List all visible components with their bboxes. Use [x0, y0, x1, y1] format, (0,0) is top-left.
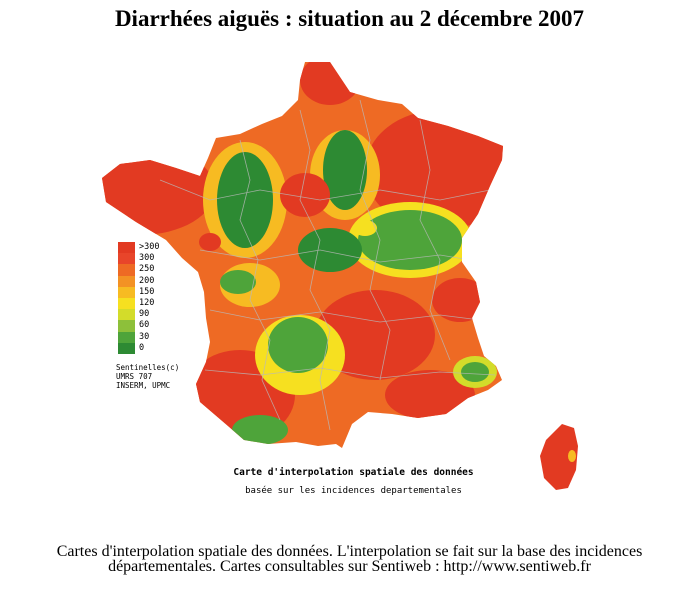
- legend-row: 150: [118, 286, 159, 298]
- legend-label: 30: [139, 331, 150, 342]
- legend-swatch: [118, 242, 135, 254]
- legend-swatch: [118, 264, 135, 276]
- footer-text: Cartes d'interpolation spatiale des donn…: [0, 543, 699, 575]
- legend-swatch: [118, 331, 135, 343]
- map-caption-subtitle: basée sur les incidences departementales: [245, 486, 462, 496]
- legend-swatch: [118, 253, 135, 265]
- legend-swatch: [118, 297, 135, 310]
- footer-line: Cartes d'interpolation spatiale des donn…: [56, 543, 643, 560]
- legend-row: 120: [118, 297, 159, 310]
- legend-label: >300: [139, 242, 160, 253]
- legend-row: 300: [118, 253, 159, 265]
- page-title: Diarrhées aiguës : situation au 2 décemb…: [114, 6, 585, 31]
- legend-row: >300: [118, 242, 160, 254]
- legend-row: 0: [118, 342, 159, 354]
- legend-row: 90: [118, 309, 159, 321]
- legend: >300 300 250 200 150 120 90 60 30 0: [118, 242, 159, 354]
- legend-swatch: [118, 286, 135, 298]
- credit-line: INSERM, UPMC: [116, 381, 171, 390]
- footer-line: départementales. Cartes consultables sur…: [108, 558, 591, 575]
- legend-label: 0: [139, 342, 145, 353]
- legend-label: 200: [139, 275, 155, 286]
- legend-row: 250: [118, 264, 159, 276]
- credit-line: Sentinelles(c): [116, 363, 180, 372]
- legend-swatch: [118, 309, 135, 321]
- legend-row: 60: [118, 320, 159, 332]
- legend-label: 250: [139, 264, 155, 275]
- legend-swatch: [118, 342, 135, 354]
- legend-label: 90: [139, 309, 150, 320]
- legend-label: 300: [139, 253, 155, 264]
- map-credits: Sentinelles(c) UMRS 707 INSERM, UPMC: [116, 363, 179, 390]
- legend-row: 30: [118, 331, 159, 343]
- legend-swatch: [118, 275, 135, 287]
- credit-line: UMRS 707: [116, 372, 153, 381]
- legend-label: 120: [139, 298, 155, 309]
- legend-label: 60: [139, 320, 150, 331]
- legend-swatch: [118, 320, 135, 332]
- corsica: [540, 424, 578, 490]
- legend-row: 200: [118, 275, 159, 287]
- map-caption-title: Carte d'interpolation spatiale des donné…: [233, 467, 474, 478]
- france-incidence-map: [102, 62, 578, 490]
- france-mainland: [102, 62, 503, 448]
- legend-label: 150: [139, 286, 155, 297]
